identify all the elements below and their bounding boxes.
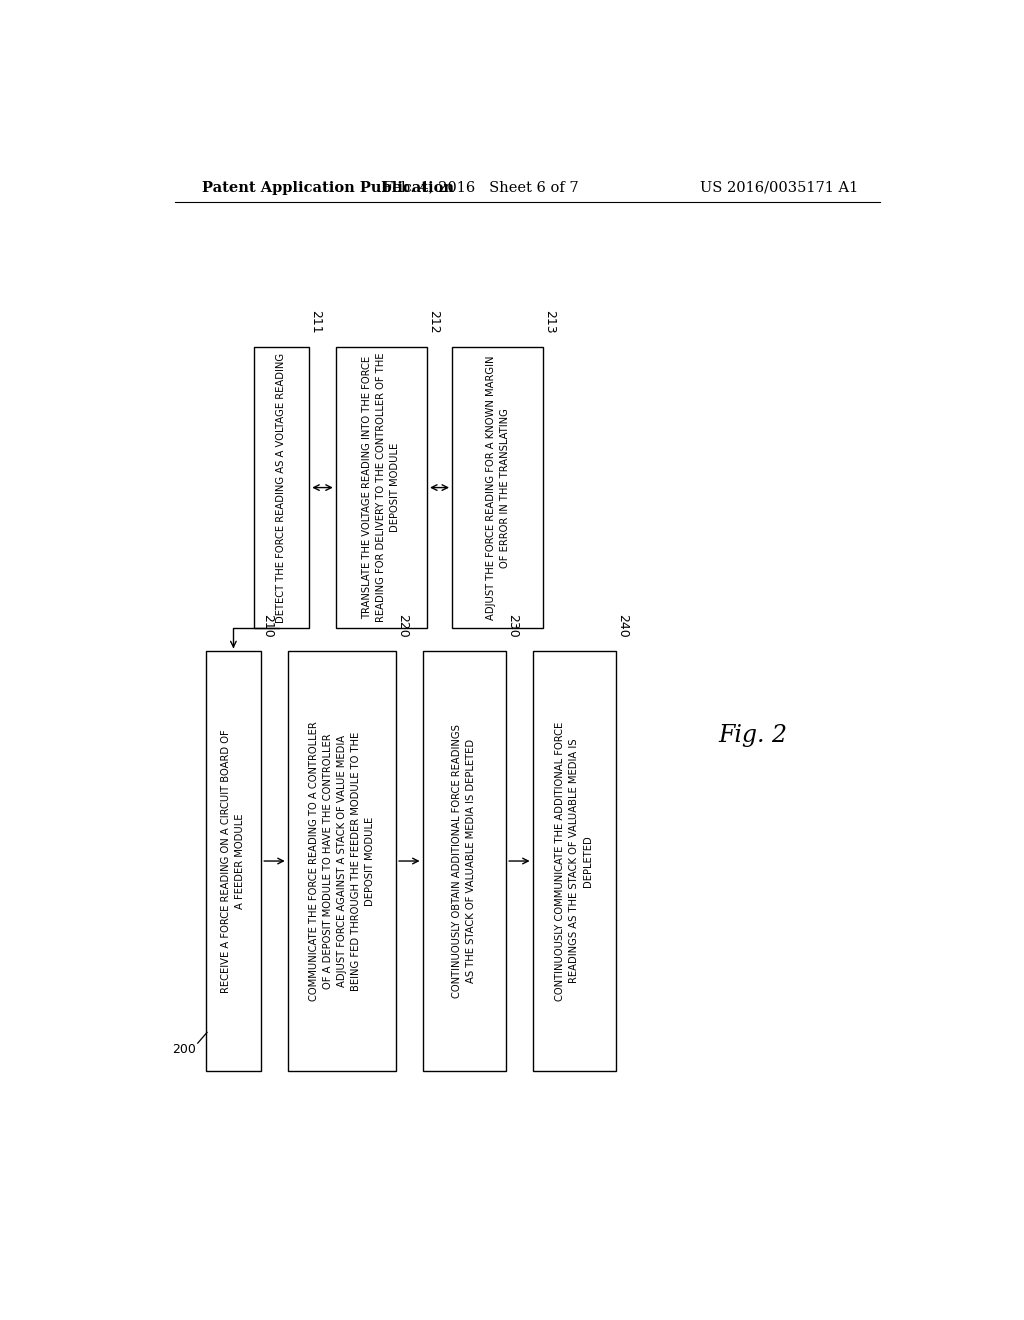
Text: COMMUNICATE THE FORCE READING TO A CONTROLLER
OF A DEPOSIT MODULE TO HAVE THE CO: COMMUNICATE THE FORCE READING TO A CONTR… bbox=[309, 721, 375, 1001]
Text: CONTINUOUSLY COMMUNICATE THE ADDITIONAL FORCE
READINGS AS THE STACK OF VALUABLE : CONTINUOUSLY COMMUNICATE THE ADDITIONAL … bbox=[555, 722, 593, 1001]
Text: ADJUST THE FORCE READING FOR A KNOWN MARGIN
OF ERROR IN THE TRANSLATING: ADJUST THE FORCE READING FOR A KNOWN MAR… bbox=[485, 355, 510, 620]
Text: Patent Application Publication: Patent Application Publication bbox=[202, 181, 454, 194]
Text: 212: 212 bbox=[427, 310, 440, 333]
Bar bbox=[336, 347, 427, 628]
Text: TRANSLATE THE VOLTAGE READING INTO THE FORCE
READING FOR DELIVERY TO THE CONTROL: TRANSLATE THE VOLTAGE READING INTO THE F… bbox=[362, 352, 400, 622]
Bar bbox=[254, 347, 309, 628]
Text: Fig. 2: Fig. 2 bbox=[719, 725, 787, 747]
Text: CONTINUOUSLY OBTAIN ADDITIONAL FORCE READINGS
AS THE STACK OF VALUABLE MEDIA IS : CONTINUOUSLY OBTAIN ADDITIONAL FORCE REA… bbox=[453, 725, 476, 998]
Bar bbox=[423, 651, 506, 1071]
Text: Feb. 4, 2016   Sheet 6 of 7: Feb. 4, 2016 Sheet 6 of 7 bbox=[383, 181, 579, 194]
Bar bbox=[288, 651, 396, 1071]
Text: DETECT THE FORCE READING AS A VOLTAGE READING: DETECT THE FORCE READING AS A VOLTAGE RE… bbox=[276, 352, 287, 623]
Text: US 2016/0035171 A1: US 2016/0035171 A1 bbox=[699, 181, 858, 194]
Text: 210: 210 bbox=[261, 614, 274, 638]
Text: 200: 200 bbox=[172, 1043, 197, 1056]
Bar bbox=[452, 347, 544, 628]
Bar bbox=[206, 651, 261, 1071]
Text: 230: 230 bbox=[506, 614, 519, 638]
Text: 213: 213 bbox=[544, 310, 556, 333]
Bar bbox=[532, 651, 616, 1071]
Text: 211: 211 bbox=[309, 310, 323, 333]
Text: 220: 220 bbox=[396, 614, 410, 638]
Text: RECEIVE A FORCE READING ON A CIRCUIT BOARD OF
A FEEDER MODULE: RECEIVE A FORCE READING ON A CIRCUIT BOA… bbox=[221, 729, 246, 993]
Text: 240: 240 bbox=[616, 614, 630, 638]
